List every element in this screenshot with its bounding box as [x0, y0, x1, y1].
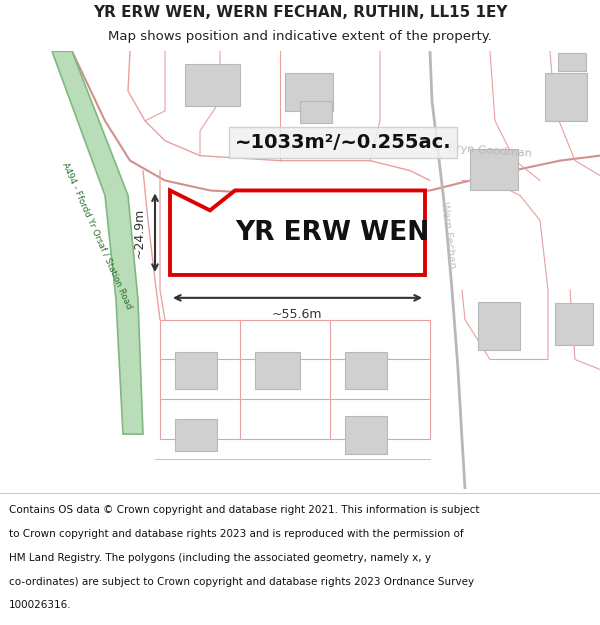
Bar: [545, 73, 587, 121]
Text: Bryn Goodman: Bryn Goodman: [448, 143, 532, 159]
Bar: [285, 73, 333, 111]
Bar: [345, 351, 387, 389]
Bar: [478, 302, 520, 349]
Text: YR ERW WEN: YR ERW WEN: [235, 220, 429, 246]
Text: HM Land Registry. The polygons (including the associated geometry, namely x, y: HM Land Registry. The polygons (includin…: [9, 552, 431, 562]
Text: YR ERW WEN, WERN FECHAN, RUTHIN, LL15 1EY: YR ERW WEN, WERN FECHAN, RUTHIN, LL15 1E…: [93, 5, 507, 20]
Bar: [558, 53, 586, 71]
Bar: [255, 351, 300, 389]
Polygon shape: [170, 191, 425, 275]
Bar: [185, 64, 240, 106]
Text: A494 - Ffordd Yr Orsaf / Station Road: A494 - Ffordd Yr Orsaf / Station Road: [61, 161, 134, 310]
Text: Map shows position and indicative extent of the property.: Map shows position and indicative extent…: [108, 31, 492, 43]
Text: co-ordinates) are subject to Crown copyright and database rights 2023 Ordnance S: co-ordinates) are subject to Crown copyr…: [9, 577, 474, 587]
Bar: [555, 302, 593, 344]
Bar: [175, 419, 217, 451]
Bar: [345, 416, 387, 454]
Text: ~55.6m: ~55.6m: [272, 308, 322, 321]
Text: Wern Fechan: Wern Fechan: [439, 201, 457, 269]
Bar: [300, 101, 332, 123]
Bar: [175, 351, 217, 389]
Text: Contains OS data © Crown copyright and database right 2021. This information is : Contains OS data © Crown copyright and d…: [9, 505, 479, 515]
Text: 100026316.: 100026316.: [9, 601, 71, 611]
Text: ~24.9m: ~24.9m: [133, 208, 146, 258]
Text: to Crown copyright and database rights 2023 and is reproduced with the permissio: to Crown copyright and database rights 2…: [9, 529, 464, 539]
Text: ~1033m²/~0.255ac.: ~1033m²/~0.255ac.: [235, 133, 452, 152]
Bar: [470, 149, 518, 191]
Polygon shape: [52, 51, 143, 434]
